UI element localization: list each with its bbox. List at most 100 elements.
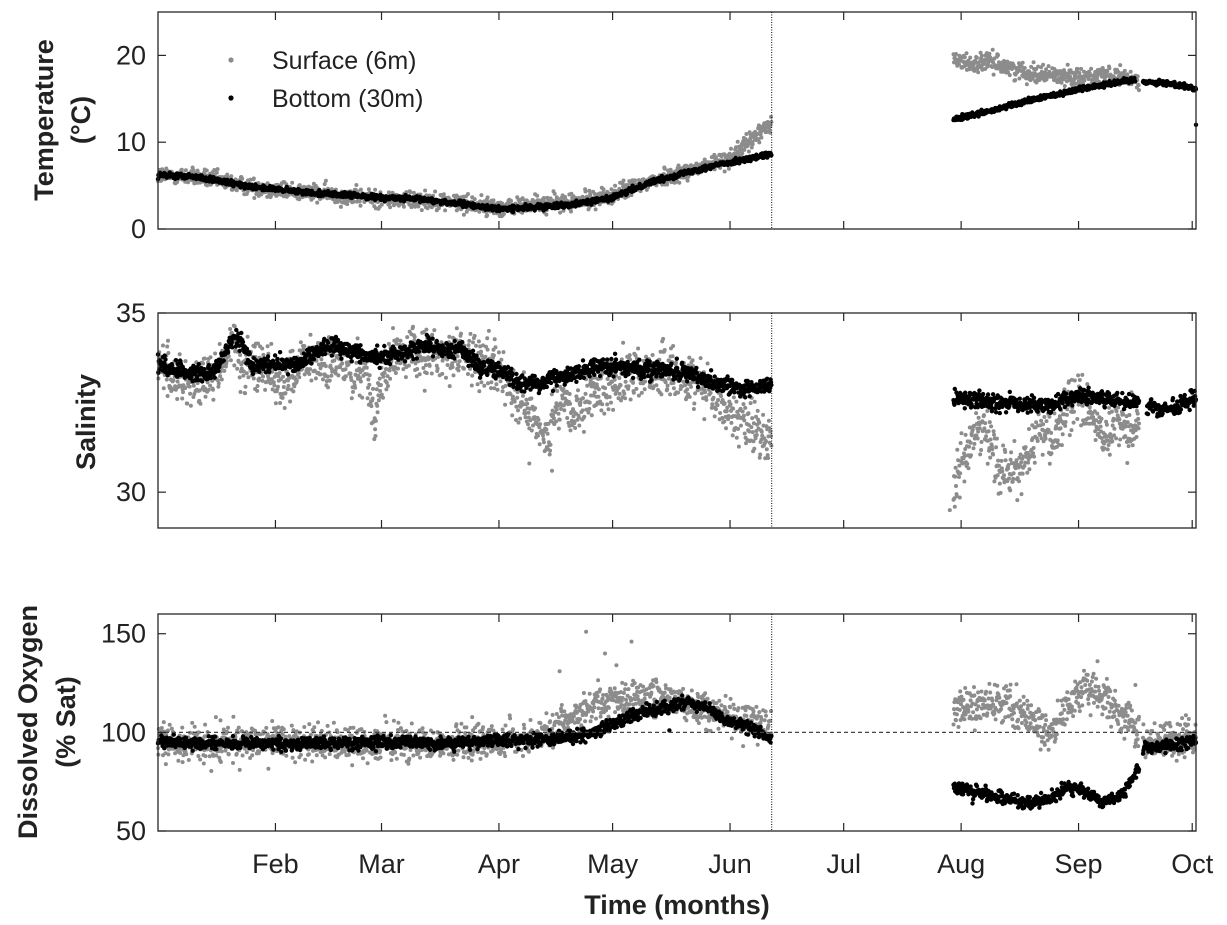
salinity-surface-point (280, 395, 285, 400)
salinity-surface-point (244, 371, 249, 376)
salinity-surface-point (456, 368, 461, 373)
salinity-surface-point (181, 390, 185, 395)
salinity-surface-point (180, 396, 185, 401)
temperature-surface-point (684, 163, 689, 168)
temperature-surface-point (613, 183, 618, 188)
temperature-surface-point (621, 178, 626, 183)
salinity-surface-point (485, 336, 490, 341)
salinity-surface-point (493, 345, 498, 350)
temperature-surface-point (1122, 68, 1127, 73)
salinity-surface-point (208, 355, 213, 360)
salinity-surface-point (405, 335, 410, 340)
salinity-surface-point (495, 387, 500, 392)
salinity-surface-point (369, 404, 374, 409)
salinity-surface-point (261, 352, 266, 357)
temperature-surface-point (1022, 66, 1027, 70)
temperature-surface-point (593, 207, 598, 212)
salinity-surface-point (246, 375, 251, 380)
salinity-surface-point (391, 326, 395, 331)
salinity-surface-point (529, 396, 534, 401)
temperature-surface-point (750, 142, 755, 147)
salinity-surface-point (281, 385, 286, 389)
salinity-surface-point (412, 334, 417, 339)
temperature-surface-point (315, 200, 320, 205)
salinity-surface-point (498, 379, 503, 384)
salinity-surface-point (272, 383, 277, 388)
salinity-surface-point (536, 433, 540, 438)
salinity-surface-point (302, 372, 307, 377)
salinity-surface-point (423, 363, 428, 368)
salinity-surface-point (177, 352, 182, 357)
salinity-surface-point (288, 399, 293, 404)
salinity-surface-point (548, 442, 553, 447)
temperature-surface-point (357, 199, 362, 204)
salinity-surface-point (367, 373, 372, 378)
temperature-surface-point (485, 213, 490, 218)
temperature-surface-point (268, 194, 273, 199)
salinity-surface-point (232, 324, 237, 329)
salinity-surface-point (427, 363, 432, 368)
temperature-surface-point (957, 62, 961, 67)
salinity-surface-point (494, 382, 499, 387)
temperature-surface-point (252, 196, 257, 200)
salinity-surface-point (309, 378, 314, 383)
temperature-surface-point (429, 205, 434, 210)
salinity-surface-point (166, 351, 171, 355)
salinity-surface-point (371, 386, 375, 391)
salinity-surface-point (479, 349, 483, 354)
salinity-surface-point (555, 389, 560, 393)
temperature-surface-point (461, 212, 466, 217)
temperature-surface-point (411, 190, 416, 195)
salinity-surface-point (241, 373, 246, 378)
salinity-surface-point (430, 332, 435, 337)
temperature-surface-point (251, 176, 256, 181)
temperature-surface-point (379, 202, 384, 207)
temperature-surface-point (205, 183, 210, 188)
temperature-surface-point (1020, 60, 1025, 65)
temperature-surface-point (338, 204, 343, 209)
salinity-surface-point (556, 411, 561, 416)
salinity-surface-point (301, 347, 306, 352)
temperature-surface-point (601, 187, 606, 192)
salinity-surface-point (277, 371, 282, 375)
temperature-surface-point (408, 190, 413, 195)
temperature-surface-point (1137, 88, 1141, 93)
salinity-surface-point (561, 387, 566, 391)
temperature-surface-point (388, 205, 393, 210)
salinity-surface-point (291, 389, 296, 394)
salinity-surface-point (538, 422, 543, 427)
salinity-surface-point (211, 387, 215, 392)
salinity-surface-point (469, 383, 474, 388)
salinity-surface-point (516, 420, 521, 425)
temperature-surface-point (974, 55, 979, 60)
salinity-surface-point (467, 338, 472, 343)
salinity-surface-point (547, 452, 552, 457)
salinity-surface-point (203, 394, 208, 399)
salinity-surface-point (386, 341, 391, 346)
salinity-surface-point (424, 371, 429, 376)
salinity-surface-point (521, 393, 525, 398)
temperature-surface-point (477, 209, 482, 214)
salinity-surface-point (429, 371, 434, 376)
salinity-surface-point (396, 366, 400, 371)
salinity-surface-point (512, 399, 517, 404)
salinity-surface-point (468, 331, 473, 336)
salinity-surface-point (226, 354, 231, 359)
salinity-surface-point (276, 384, 280, 389)
salinity-surface-point (216, 381, 221, 386)
temperature-surface-point (290, 180, 295, 185)
salinity-surface-point (187, 384, 192, 389)
salinity-surface-point (302, 344, 307, 348)
salinity-surface-point (175, 379, 180, 384)
salinity-surface-point (472, 333, 477, 338)
salinity-surface-point (375, 403, 380, 408)
temperature-ylabel-line1: Temperature (29, 39, 59, 201)
temperature-surface-point (746, 149, 751, 154)
salinity-surface-point (329, 373, 334, 378)
temperature-ylabel-line2: (°C) (66, 96, 96, 144)
salinity-surface-point (318, 372, 323, 377)
salinity-surface-point (340, 361, 345, 366)
temperature-surface-point (735, 139, 740, 144)
salinity-surface-point (486, 328, 491, 333)
